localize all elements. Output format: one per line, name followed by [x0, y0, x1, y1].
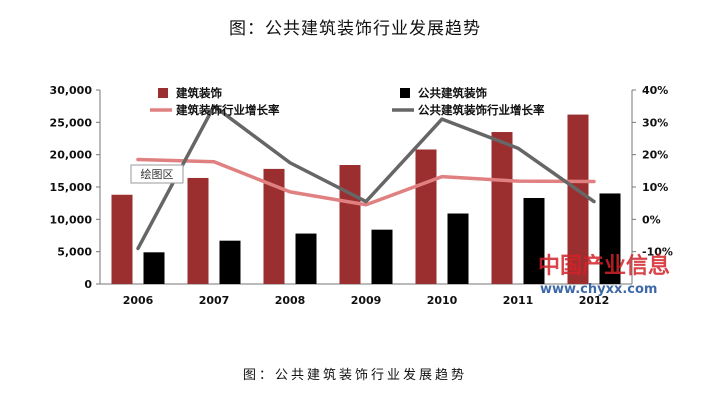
y-left-tick-label: 10,000: [50, 213, 93, 226]
x-tick-label: 2006: [123, 294, 154, 307]
x-tick-label: 2010: [427, 294, 458, 307]
y-right-tick-label: 0%: [642, 213, 661, 226]
bar-gonggong: [599, 193, 621, 284]
bar-gonggong: [219, 240, 241, 284]
y-right-tick-label: 20%: [642, 149, 668, 162]
legend-label: 公共建筑装饰: [418, 86, 487, 100]
lines: [136, 104, 596, 251]
x-tick-label: 2007: [199, 294, 230, 307]
x-tick-label: 2011: [503, 294, 534, 307]
y-right-tick-label: 10%: [642, 181, 668, 194]
bar-jianzhu: [339, 165, 361, 284]
bar-jianzhu: [187, 177, 209, 284]
legend-label: 公共建筑装饰行业增长率: [418, 103, 545, 117]
legend-swatch: [400, 88, 410, 98]
x-tick-label: 2012: [579, 294, 610, 307]
bar-jianzhu: [415, 149, 437, 284]
bar-gonggong: [371, 229, 393, 284]
y-right-tick-label: 30%: [642, 116, 668, 129]
y-right-tick-label: 40%: [642, 84, 668, 97]
callout-label: 绘图区: [141, 167, 174, 181]
bar-gonggong: [523, 197, 545, 284]
y-left-tick-label: 20,000: [50, 149, 93, 162]
watermark-name: 中国产业信息: [538, 253, 670, 279]
legend-label: 建筑装饰行业增长率: [176, 103, 280, 117]
bar-jianzhu: [111, 194, 133, 284]
bar-gonggong: [295, 233, 317, 284]
bar-jianzhu: [491, 132, 513, 284]
x-tick-label: 2008: [275, 294, 306, 307]
bar-gonggong: [447, 213, 469, 284]
y-left-tick-label: 5,000: [57, 246, 92, 259]
legend-label: 建筑装饰: [176, 86, 222, 100]
y-left-tick-label: 30,000: [50, 84, 93, 97]
legend-swatch: [158, 88, 168, 98]
watermark-url: www.chyxx.com: [540, 282, 657, 297]
line-series-gonggong-growth: [136, 104, 596, 251]
figure-caption: 图：公共建筑装饰行业发展趋势: [242, 368, 467, 383]
ticks: 0 5,000 10,000 15,000 20,000 25,000 30,000 -10%…: [50, 84, 673, 307]
bar-jianzhu: [263, 168, 285, 284]
line-series-jianzhu-growth: [136, 157, 596, 207]
plot-area-callout: 绘图区: [130, 164, 184, 184]
chart-title: 图：公共建筑装饰行业发展趋势: [229, 19, 481, 39]
bar-jianzhu: [567, 114, 589, 284]
watermark: 中国产业信息 www.chyxx.com: [538, 253, 670, 297]
bar-gonggong: [143, 252, 165, 284]
y-left-tick-label: 25,000: [50, 116, 93, 129]
y-right-tick-label: -10%: [642, 246, 673, 259]
y-left-tick-label: 15,000: [50, 181, 93, 194]
x-tick-label: 2009: [351, 294, 382, 307]
y-left-tick-label: 0: [84, 278, 92, 291]
